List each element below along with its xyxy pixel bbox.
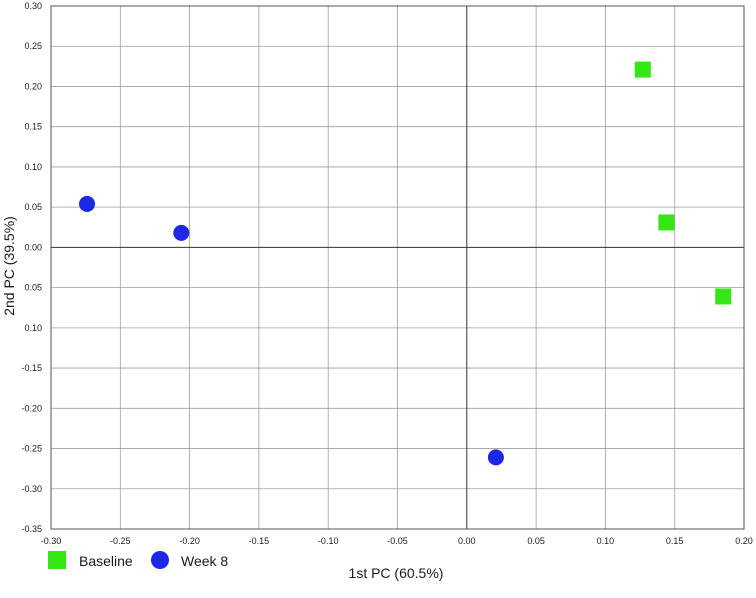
y-tick-label: -0.25 (21, 444, 42, 454)
y-tick-label: 0.10 (24, 162, 42, 172)
point-week-8 (173, 224, 190, 241)
point-week-8 (487, 449, 504, 466)
y-tick-label: -0.20 (21, 403, 42, 413)
x-axis-title: 1st PC (60.5%) (349, 565, 444, 581)
x-tick-labels: -0.30 -0.25 -0.20 -0.15 -0.10 -0.05 0.00 0.05 0.… (41, 536, 753, 546)
legend: Baseline Week 8 (48, 551, 228, 569)
y-tick-label: 0.25 (24, 41, 42, 51)
x-tick-label: -0.15 (249, 536, 270, 546)
y-tick-label: -0.15 (21, 363, 42, 373)
y-tick-label: 0.10 (24, 323, 42, 333)
x-tick-label: -0.30 (41, 536, 62, 546)
y-tick-label: 0.05 (24, 202, 42, 212)
plot-frame (50, 5, 745, 530)
legend-week8-label: Week 8 (181, 553, 228, 569)
y-tick-label: 0.00 (24, 242, 42, 252)
x-tick-label: -0.20 (179, 536, 200, 546)
legend-week8-circle-icon (151, 551, 169, 569)
y-tick-label: 0.15 (24, 122, 42, 132)
x-tick-label: 0.05 (527, 536, 545, 546)
data-points (79, 61, 732, 466)
point-baseline (658, 214, 675, 231)
x-tick-label: 0.10 (597, 536, 615, 546)
x-tick-label: -0.10 (318, 536, 339, 546)
legend-baseline-label: Baseline (79, 553, 133, 569)
zero-axes (51, 6, 744, 529)
y-tick-labels: 0.30 0.25 0.20 0.15 0.10 0.05 0.00 0.05 0.10 -0.1… (21, 1, 42, 534)
y-tick-label: -0.35 (21, 524, 42, 534)
x-tick-label: -0.05 (387, 536, 408, 546)
y-tick-label: 0.05 (24, 283, 42, 293)
grid (50, 5, 745, 530)
x-tick-label: 0.15 (666, 536, 684, 546)
point-week-8 (79, 195, 96, 212)
y-tick-label: 0.20 (24, 81, 42, 91)
y-tick-label: 0.30 (24, 1, 42, 11)
point-baseline (715, 288, 732, 305)
x-tick-label: 0.00 (458, 536, 476, 546)
legend-baseline-square-icon (48, 551, 66, 569)
point-baseline (634, 61, 651, 78)
x-tick-label: 0.20 (735, 536, 753, 546)
y-axis-title: 2nd PC (39.5%) (1, 216, 17, 316)
y-tick-label: -0.30 (21, 484, 42, 494)
x-tick-label: -0.25 (110, 536, 131, 546)
